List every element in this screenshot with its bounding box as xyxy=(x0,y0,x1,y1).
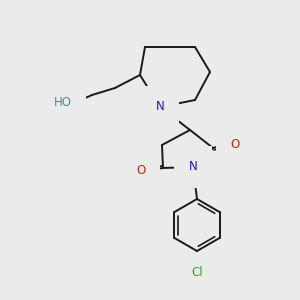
Text: Cl: Cl xyxy=(191,266,203,280)
Text: N: N xyxy=(189,160,197,173)
Text: HO: HO xyxy=(54,97,72,110)
Text: O: O xyxy=(230,137,240,151)
Text: O: O xyxy=(136,164,146,176)
Text: N: N xyxy=(156,100,164,113)
